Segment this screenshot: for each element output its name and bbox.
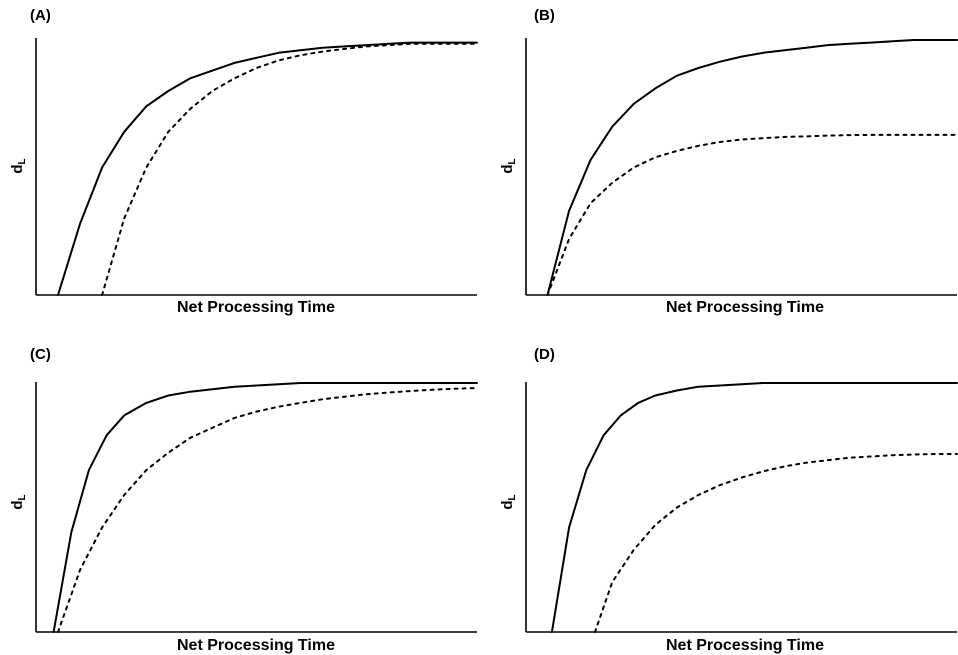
y-axis-title-d: dL: [499, 494, 518, 509]
panel-b: (B) Net Processing Time dL: [499, 7, 958, 316]
panel-label-c: (C): [30, 346, 51, 363]
panel-label-d: (D): [534, 346, 555, 363]
panel-d: (D) Net Processing Time dL: [499, 346, 958, 654]
series-line-dotted-c: [57, 387, 478, 633]
series-line-dotted-b: [546, 133, 958, 296]
y-axis-title-main-c: d: [9, 500, 26, 509]
series-line-dotted-a: [101, 42, 478, 296]
y-axis-title-main-a: d: [9, 164, 26, 173]
series-group-d: [550, 382, 958, 633]
x-axis-title-d: Net Processing Time: [666, 637, 824, 654]
y-axis-title-sub-b: L: [507, 158, 518, 164]
panel-a: (A) Net Processing Time dL: [9, 7, 478, 316]
series-group-a: [57, 41, 478, 296]
y-axis-title-sub-d: L: [507, 494, 518, 500]
series-line-dotted-d: [594, 453, 958, 633]
panel-label-b: (B): [534, 7, 555, 24]
y-axis-title-sub-a: L: [17, 158, 28, 164]
y-axis-title-main-d: d: [499, 500, 516, 509]
series-group-c: [52, 382, 478, 633]
series-line-solid-d: [550, 382, 958, 633]
series-line-solid-b: [546, 39, 958, 296]
y-axis-title-a: dL: [9, 158, 28, 173]
y-axis-title-c: dL: [9, 494, 28, 509]
series-group-b: [546, 39, 958, 296]
y-axis-title-sub-c: L: [17, 494, 28, 500]
x-axis-title-c: Net Processing Time: [177, 637, 335, 654]
series-line-solid-a: [57, 41, 478, 296]
panel-c: (C) Net Processing Time dL: [9, 346, 478, 654]
x-axis-title-b: Net Processing Time: [666, 299, 824, 316]
panel-label-a: (A): [30, 7, 51, 24]
series-line-solid-c: [52, 382, 478, 633]
y-axis-title-main-b: d: [499, 164, 516, 173]
y-axis-title-b: dL: [499, 158, 518, 173]
x-axis-title-a: Net Processing Time: [177, 299, 335, 316]
